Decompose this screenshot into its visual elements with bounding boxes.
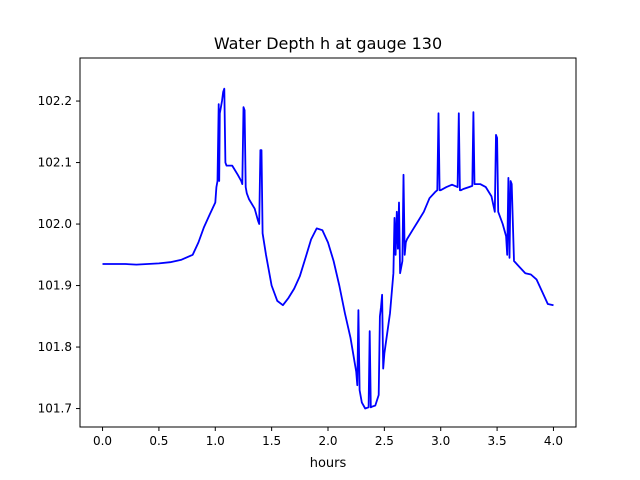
x-tick-label: 2.5 [375,434,394,448]
series-line [102,87,554,410]
chart-title: Water Depth h at gauge 130 [214,34,442,53]
y-axis: 101.7 101.8 101.9 102.0 102.1 102.2 [38,94,80,416]
x-tick-label: 2.0 [318,434,337,448]
y-tick-label: 102.2 [38,94,72,108]
x-tick-label: 1.0 [206,434,225,448]
y-tick-label: 102.1 [38,156,72,170]
y-tick-label: 102.0 [38,217,72,231]
x-tick-label: 3.5 [488,434,507,448]
x-tick-label: 4.0 [544,434,563,448]
x-tick-label: 0.5 [149,434,168,448]
y-tick-label: 101.8 [38,340,72,354]
x-tick-label: 3.0 [431,434,450,448]
x-tick-label: 0.0 [93,434,112,448]
y-tick-label: 101.9 [38,279,72,293]
x-axis: 0.0 0.5 1.0 1.5 2.0 2.5 3.0 3.5 4.0 [93,427,563,448]
x-axis-label: hours [310,456,347,471]
series-layer [102,87,554,410]
y-tick-label: 101.7 [38,402,72,416]
x-tick-label: 1.5 [262,434,281,448]
